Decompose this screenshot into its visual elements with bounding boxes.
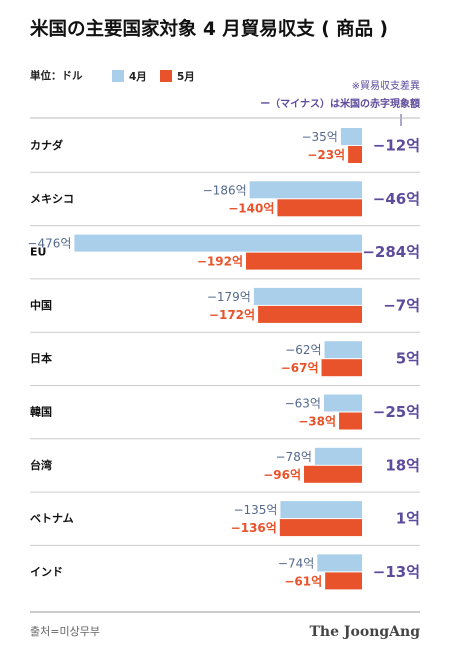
bar [325, 572, 362, 590]
value-label: −78억 [276, 450, 312, 464]
note: ー（マイナス）は米国の赤字現象額 [260, 97, 420, 110]
category-label: 日本 [30, 351, 52, 365]
unit-label: 単位：ドル [30, 69, 83, 82]
difference-label: −13억 [373, 563, 420, 581]
value-label: −35억 [301, 130, 337, 144]
bar [280, 501, 362, 519]
bar [314, 447, 362, 465]
legend-swatch [160, 70, 172, 82]
bar [317, 554, 362, 572]
legend-swatch [112, 70, 124, 82]
value-label: −192억 [197, 255, 243, 269]
chart-title: 米国の主要国家対象 4 月貿易収支 ( 商品 ) [30, 18, 388, 40]
bar [279, 519, 362, 537]
source: 출처=미상무부 [30, 625, 100, 638]
note: ※貿易収支差異 [352, 79, 420, 92]
bar [253, 287, 362, 305]
difference-label: −7억 [383, 296, 420, 314]
bar [340, 128, 362, 145]
difference-label: 18억 [385, 456, 420, 474]
value-label: −186억 [203, 183, 247, 197]
value-label: −61억 [284, 574, 322, 588]
value-label: −67억 [281, 361, 319, 375]
difference-label: −46억 [373, 190, 420, 208]
value-label: −23억 [307, 148, 345, 162]
bar [323, 394, 362, 412]
bar [348, 146, 362, 163]
value-label: −179억 [207, 290, 251, 304]
category-label: 韓国 [30, 405, 52, 419]
value-label: −476억 [27, 237, 71, 251]
value-label: −140억 [228, 201, 274, 215]
category-label: ベトナム [30, 512, 74, 525]
difference-label: −12억 [373, 137, 420, 155]
value-label: −62억 [285, 343, 321, 357]
credit: The JoongAng [310, 624, 421, 640]
bar [277, 199, 362, 217]
bar [304, 465, 362, 483]
value-label: −74억 [278, 556, 314, 570]
bar [324, 341, 362, 359]
value-label: −172억 [209, 308, 255, 322]
value-label: −96억 [263, 468, 301, 482]
bar [246, 252, 362, 270]
value-label: −135억 [233, 503, 277, 517]
category-label: インド [30, 565, 63, 578]
difference-label: −284억 [362, 243, 420, 261]
bar [321, 359, 362, 377]
bar [249, 181, 362, 199]
difference-label: −25억 [373, 403, 420, 421]
difference-label: 1억 [396, 510, 420, 528]
category-label: メキシコ [30, 192, 74, 205]
bar [74, 234, 363, 252]
value-label: −38억 [298, 415, 336, 429]
category-label: EU [30, 246, 46, 259]
bar [339, 412, 362, 430]
category-label: カナダ [30, 138, 63, 152]
difference-label: 5억 [396, 350, 420, 368]
legend-label: 4月 [129, 71, 147, 83]
category-label: 中国 [30, 298, 52, 312]
category-label: 台湾 [30, 458, 52, 472]
value-label: −136억 [231, 521, 277, 535]
value-label: −63억 [285, 397, 321, 411]
legend-label: 5月 [177, 71, 195, 83]
bar [258, 305, 362, 323]
